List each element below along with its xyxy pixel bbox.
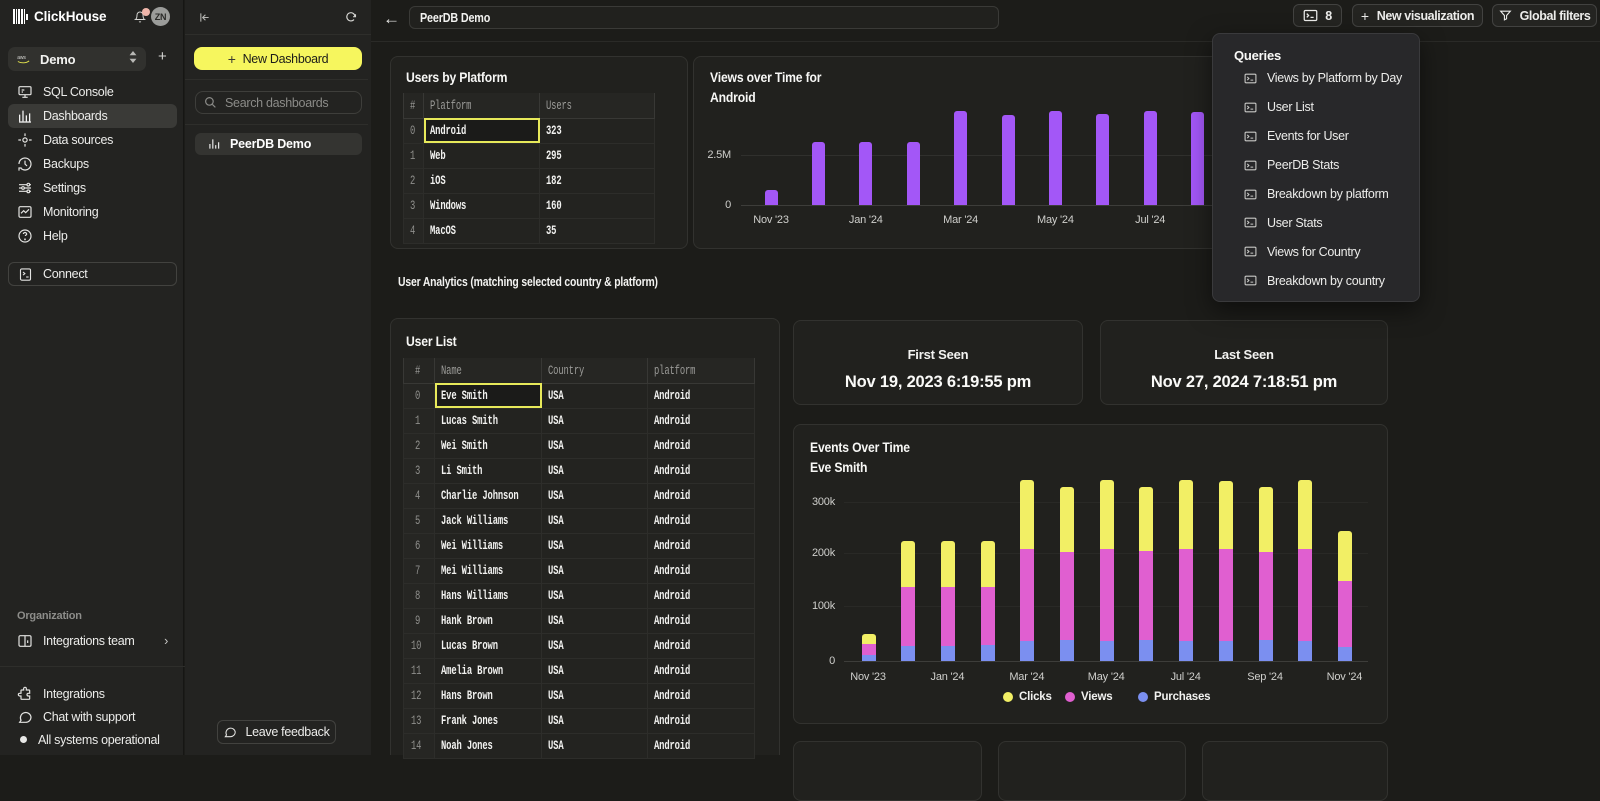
svg-text:aws: aws	[17, 55, 26, 61]
